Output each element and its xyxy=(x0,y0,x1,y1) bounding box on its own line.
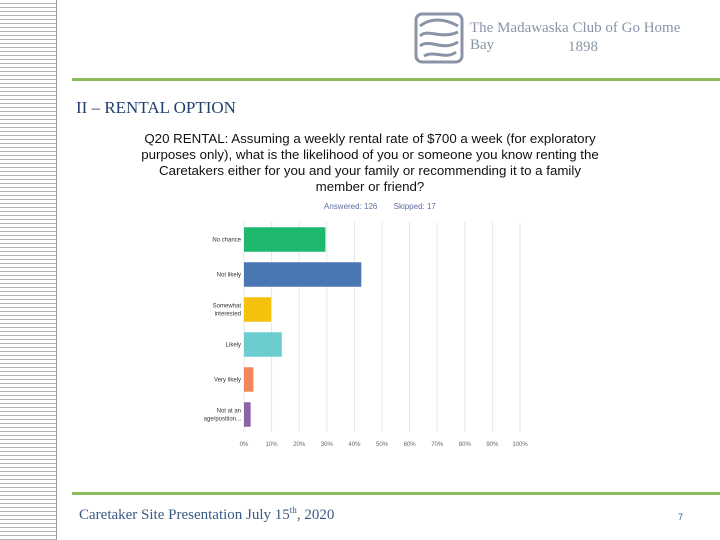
x-tick-label: 80% xyxy=(459,442,472,448)
category-label: Likely xyxy=(226,343,241,349)
x-tick-label: 70% xyxy=(431,442,444,448)
category-label: No chance xyxy=(212,238,241,244)
category-label: Not likely xyxy=(217,273,241,279)
x-tick-label: 50% xyxy=(376,442,389,448)
footer-after: , 2020 xyxy=(296,507,335,523)
section-title: II – RENTAL OPTION xyxy=(76,98,236,117)
x-tick-label: 30% xyxy=(321,442,334,448)
answered-count: Answered: 126 xyxy=(324,202,378,211)
category-label: Very likely xyxy=(214,378,241,384)
club-name: The Madawaska Club of Go Home Bay xyxy=(470,20,681,53)
x-tick-label: 100% xyxy=(512,442,528,448)
footer-sup: th xyxy=(289,505,297,515)
x-tick-label: 40% xyxy=(348,442,361,448)
x-tick-label: 20% xyxy=(293,442,306,448)
footer-main: Caretaker Site Presentation July 15 xyxy=(79,507,290,523)
page-number: 7 xyxy=(678,512,684,522)
x-tick-label: 10% xyxy=(266,442,279,448)
skipped-count: Skipped: 17 xyxy=(393,202,436,211)
club-logo xyxy=(414,12,464,64)
category-label: Somewhat interested xyxy=(213,304,242,318)
footer-divider xyxy=(72,492,720,495)
x-tick-label: 60% xyxy=(404,442,417,448)
bar xyxy=(244,262,362,287)
bar xyxy=(244,332,282,357)
x-tick-label: 90% xyxy=(486,442,499,448)
chart-title: Q20 RENTAL: Assuming a weekly rental rat… xyxy=(141,131,599,194)
category-label: Not at an age/position... xyxy=(204,409,242,423)
stripe-divider xyxy=(56,0,57,540)
response-counts: Answered: 126 Skipped: 17 xyxy=(324,202,450,211)
bar xyxy=(244,297,272,322)
x-tick-label: 0% xyxy=(240,442,249,448)
decorative-stripes xyxy=(0,0,56,540)
club-year: 1898 xyxy=(568,39,598,55)
header-divider xyxy=(72,78,720,81)
bar xyxy=(244,227,326,252)
bar-chart: 0% 10% 20% 30% 40% 50% 60% 70% 80% 90% 100% No chan… xyxy=(204,222,528,448)
bar xyxy=(244,367,254,392)
footer-text: Caretaker Site Presentation July 15th, 2… xyxy=(79,505,334,524)
bar xyxy=(244,402,251,427)
